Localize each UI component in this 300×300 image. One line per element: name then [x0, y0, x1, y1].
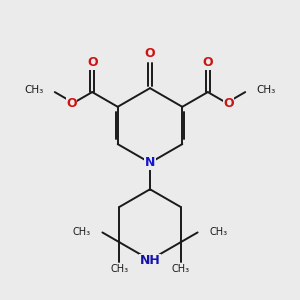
Text: CH₃: CH₃ — [25, 85, 44, 95]
Text: O: O — [87, 56, 98, 69]
Text: N: N — [145, 156, 155, 169]
Text: CH₃: CH₃ — [256, 85, 275, 95]
Text: NH: NH — [140, 254, 160, 267]
Text: CH₃: CH₃ — [209, 227, 227, 237]
Text: O: O — [223, 98, 234, 110]
Text: O: O — [145, 47, 155, 60]
Text: O: O — [66, 98, 77, 110]
Text: O: O — [202, 56, 213, 69]
Text: CH₃: CH₃ — [73, 227, 91, 237]
Text: CH₃: CH₃ — [110, 264, 128, 274]
Text: CH₃: CH₃ — [172, 264, 190, 274]
